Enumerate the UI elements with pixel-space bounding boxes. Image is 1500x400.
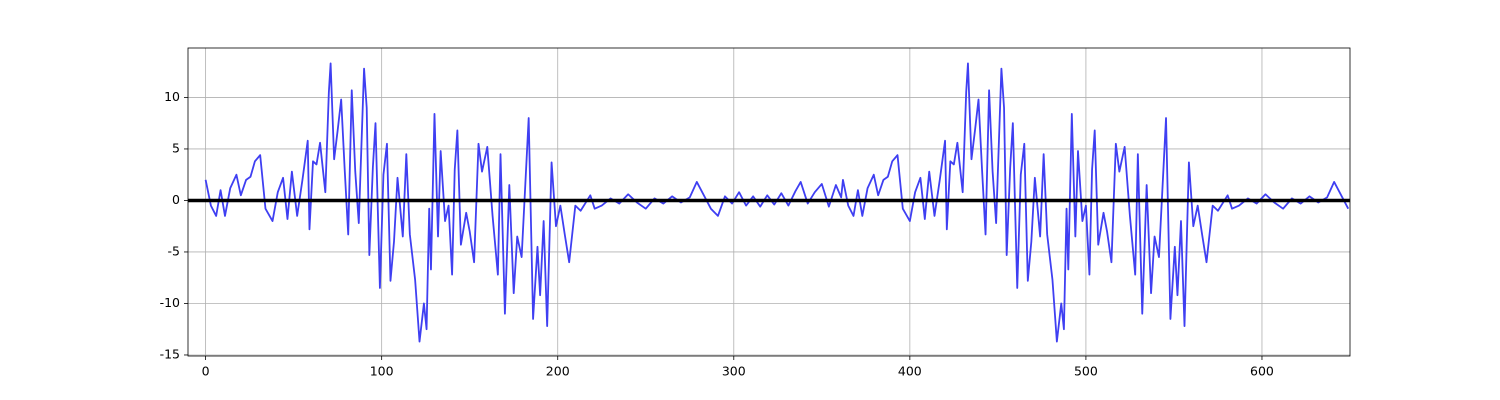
signal-line	[204, 62, 1350, 343]
x-tick-label: 500	[1074, 364, 1098, 379]
plot-area	[188, 62, 1350, 343]
x-tick-label: 100	[370, 364, 394, 379]
y-tick-label: -10	[160, 295, 180, 310]
x-tick-label: 600	[1250, 364, 1274, 379]
y-tick-label: 10	[164, 89, 180, 104]
x-tick-label: 0	[202, 364, 210, 379]
y-tick-label: 0	[172, 192, 180, 207]
x-tick-label: 300	[722, 364, 746, 379]
y-tick-label: 5	[172, 140, 180, 155]
plot-frame	[187, 47, 1351, 357]
x-tick-label: 200	[546, 364, 570, 379]
x-tick-label: 400	[898, 364, 922, 379]
axes: 0 100 200 300 400 500 600 -15 -10 -5 0 5 10	[160, 89, 1274, 379]
y-tick-label: -15	[160, 346, 180, 361]
y-tick-label: -5	[168, 243, 180, 258]
